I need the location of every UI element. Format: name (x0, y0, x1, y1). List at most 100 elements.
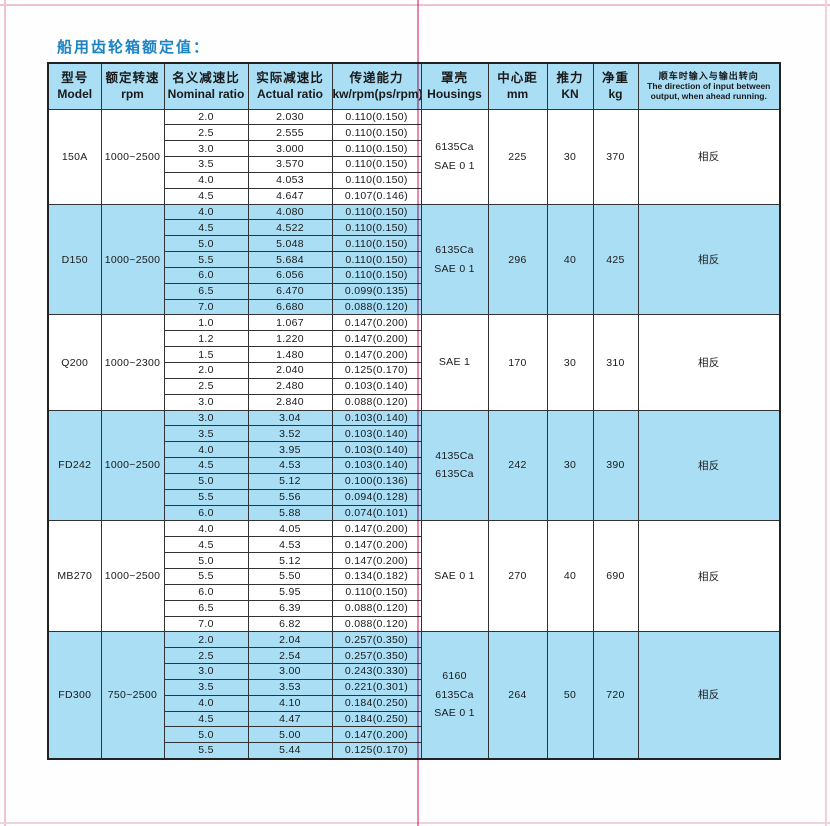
capacity-cell: 0.147(0.200) (331, 552, 422, 569)
capacity-cell: 0.221(0.301) (331, 678, 422, 696)
actual-ratio-cell: 2.54 (247, 647, 333, 665)
col-header-model-en: Model (57, 86, 93, 101)
capacity-cell: 0.147(0.200) (331, 536, 422, 554)
table-row: FD242 1000~2500 3.0 3.04 0.103(0.140) 4135Ca … (47, 409, 781, 522)
capacity-cell: 0.257(0.350) (331, 631, 422, 649)
center-distance-cell: 296 (487, 203, 548, 316)
col-header-direction-en: The direction of input between output, w… (647, 81, 771, 101)
actual-ratio-cell: 5.684 (247, 251, 333, 268)
actual-ratio-cell: 6.056 (247, 266, 333, 284)
nominal-ratio-cell: 4.5 (163, 457, 249, 474)
direction-cell: 相反 (637, 520, 781, 633)
model-cell: 150A (47, 108, 102, 205)
nominal-ratio-cell: 4.5 (163, 710, 249, 728)
rated-speed-cell: 1000~2500 (100, 520, 165, 633)
nominal-ratio-cell: 4.5 (163, 219, 249, 237)
thrust-cell: 30 (546, 314, 594, 411)
weight-cell: 425 (592, 203, 639, 316)
col-header-housings-zh: 罩壳 (440, 70, 468, 85)
actual-ratio-cell: 6.39 (247, 599, 333, 617)
table-row: 4.0 4.10 0.184(0.250) (48, 694, 780, 712)
gearbox-spec-table: 型号 Model 额定转速 rpm 名义减速比 Nominal ratio 实际… (47, 62, 781, 760)
thrust-cell: 40 (546, 520, 594, 633)
actual-ratio-cell: 4.47 (247, 710, 333, 728)
col-header-actual-ratio-en: Actual ratio (256, 86, 323, 101)
table-row: 7.0 6.82 0.088(0.120) (48, 615, 780, 633)
capacity-cell: 0.257(0.350) (331, 647, 422, 665)
nominal-ratio-cell: 3.0 (163, 409, 249, 427)
housings-cell: SAE 1 (420, 314, 489, 411)
col-header-direction: 顺车时输入与输出转向 The direction of input betwee… (637, 62, 781, 110)
nominal-ratio-cell: 4.0 (163, 203, 249, 221)
page-edge-line-left (4, 0, 6, 826)
nominal-ratio-cell: 4.0 (163, 694, 249, 712)
actual-ratio-cell: 4.53 (247, 536, 333, 554)
capacity-cell: 0.088(0.120) (331, 599, 422, 617)
nominal-ratio-cell: 6.5 (163, 599, 249, 617)
nominal-ratio-cell: 3.0 (163, 393, 249, 411)
col-header-capacity-zh: 传递能力 (349, 70, 404, 85)
housings-cell: 4135Ca 6135Ca (420, 409, 489, 522)
nominal-ratio-cell: 3.5 (163, 425, 249, 443)
actual-ratio-cell: 2.840 (247, 393, 333, 411)
capacity-cell: 0.125(0.170) (331, 362, 422, 379)
table-row: 4.5 4.47 0.184(0.250) (48, 710, 780, 728)
nominal-ratio-cell: 1.0 (163, 314, 249, 332)
col-header-model-zh: 型号 (61, 70, 89, 85)
actual-ratio-cell: 4.05 (247, 520, 333, 538)
model-cell: MB270 (47, 520, 102, 633)
capacity-cell: 0.074(0.101) (331, 504, 422, 522)
nominal-ratio-cell: 3.5 (163, 678, 249, 696)
nominal-ratio-cell: 4.5 (163, 536, 249, 554)
actual-ratio-cell: 4.53 (247, 457, 333, 474)
actual-ratio-cell: 5.12 (247, 472, 333, 490)
header-row: 型号 Model 额定转速 rpm 名义减速比 Nominal ratio 实际… (47, 62, 781, 110)
capacity-cell: 0.184(0.250) (331, 694, 422, 712)
table-row: 3.5 3.52 0.103(0.140) (48, 425, 780, 443)
table-row: 5.0 5.12 0.147(0.200) (48, 552, 780, 569)
table-row: FD300 750~2500 2.0 2.04 0.257(0.350) 6160 613… (47, 631, 781, 760)
housings-cell: SAE 0 1 (420, 520, 489, 633)
table-row: 150A 1000~2500 2.0 2.030 0.110(0.150) 6135Ca … (47, 108, 781, 205)
table-row: MB270 1000~2500 4.0 4.05 0.147(0.200) SAE 0 1… (47, 520, 781, 633)
nominal-ratio-cell: 5.0 (163, 235, 249, 253)
page-edge-line-top (0, 4, 830, 6)
rated-speed-cell: 1000~2500 (100, 409, 165, 522)
direction-cell: 相反 (637, 108, 781, 205)
capacity-cell: 0.147(0.200) (331, 520, 422, 538)
capacity-cell: 0.110(0.150) (331, 171, 422, 189)
nominal-ratio-cell: 3.5 (163, 156, 249, 173)
capacity-cell: 0.110(0.150) (331, 251, 422, 268)
capacity-cell: 0.088(0.120) (331, 615, 422, 633)
table-row: 6.0 5.88 0.074(0.101) (48, 504, 780, 522)
actual-ratio-cell: 5.00 (247, 726, 333, 744)
table-row: 4.0 3.95 0.103(0.140) (48, 441, 780, 459)
center-distance-cell: 242 (487, 409, 548, 522)
capacity-cell: 0.094(0.128) (331, 488, 422, 506)
actual-ratio-cell: 1.480 (247, 346, 333, 363)
capacity-cell: 0.110(0.150) (331, 219, 422, 237)
nominal-ratio-cell: 5.0 (163, 552, 249, 569)
table-row: 4.5 4.647 0.107(0.146) (48, 187, 780, 205)
thrust-cell: 50 (546, 631, 594, 760)
actual-ratio-cell: 2.040 (247, 362, 333, 379)
nominal-ratio-cell: 2.0 (163, 631, 249, 649)
nominal-ratio-cell: 5.0 (163, 472, 249, 490)
actual-ratio-cell: 3.95 (247, 441, 333, 459)
table-row: 4.5 4.53 0.103(0.140) (48, 457, 780, 474)
col-header-rated-speed: 额定转速 rpm (100, 62, 165, 110)
page-edge-line-right (825, 0, 827, 826)
table-row: 1.5 1.480 0.147(0.200) (48, 346, 780, 363)
capacity-cell: 0.103(0.140) (331, 409, 422, 427)
actual-ratio-cell: 1.220 (247, 330, 333, 348)
nominal-ratio-cell: 4.0 (163, 520, 249, 538)
table-row: 2.5 2.480 0.103(0.140) (48, 377, 780, 395)
actual-ratio-cell: 5.95 (247, 583, 333, 601)
table-row: 5.5 5.44 0.125(0.170) (48, 742, 780, 760)
col-header-rated-speed-en: rpm (121, 86, 144, 101)
nominal-ratio-cell: 2.5 (163, 647, 249, 665)
actual-ratio-cell: 2.480 (247, 377, 333, 395)
actual-ratio-cell: 5.44 (247, 742, 333, 760)
col-header-capacity: 传递能力 kw/rpm(ps/rpm) (331, 62, 422, 110)
nominal-ratio-cell: 2.5 (163, 124, 249, 142)
